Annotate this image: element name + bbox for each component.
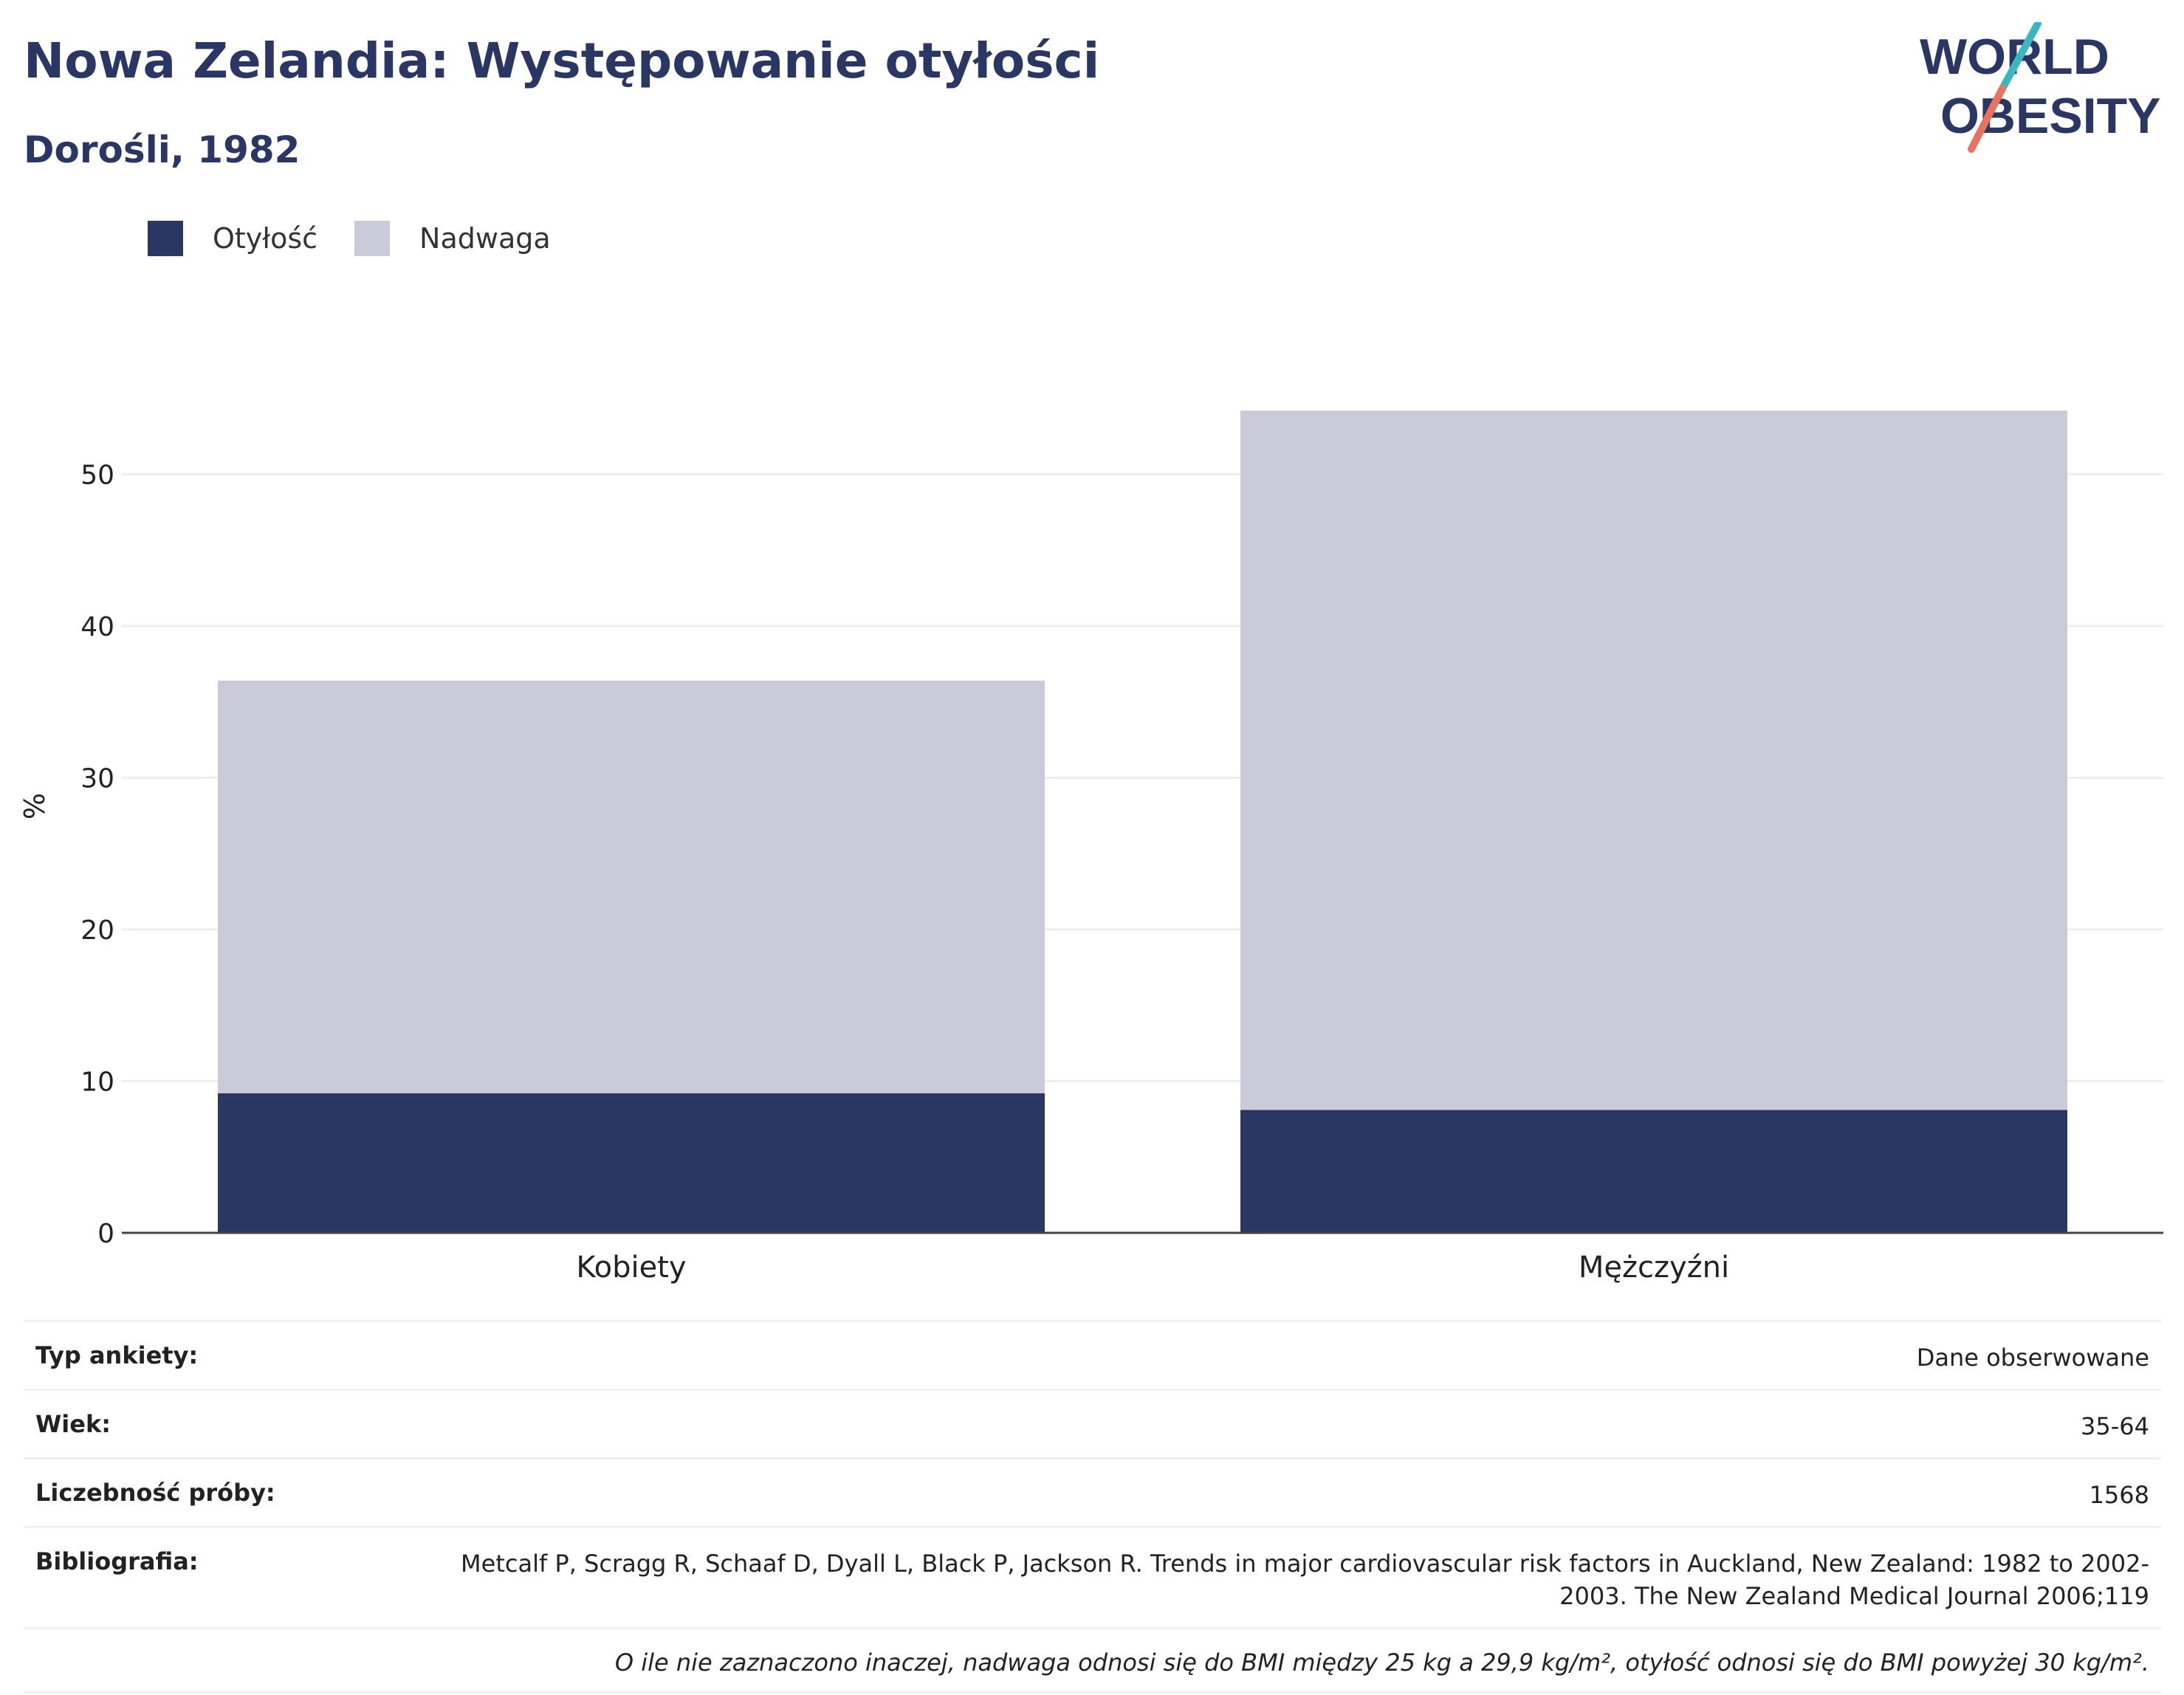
info-row-survey-type: Typ ankiety: Dane obserwowane [24, 1322, 2161, 1391]
legend-swatch-otylosc [148, 221, 183, 256]
legend-label-otylosc: Otyłość [213, 222, 318, 255]
legend-item-nadwaga[interactable]: Nadwaga [354, 221, 551, 256]
logo-slash-bottom [1968, 85, 2006, 153]
y-tick-label: 0 [97, 1219, 114, 1249]
legend-label-nadwaga: Nadwaga [419, 222, 551, 255]
info-key: Bibliografia: [35, 1547, 199, 1575]
info-table: Typ ankiety: Dane obserwowane Wiek: 35-6… [24, 1320, 2161, 1694]
y-tick-label: 30 [80, 764, 114, 794]
bar-nadwaga-0[interactable] [218, 680, 1045, 1093]
legend-item-otylosc[interactable]: Otyłość [148, 221, 317, 256]
y-tick-label: 50 [80, 461, 114, 491]
y-tick-label: 10 [80, 1067, 114, 1098]
x-category-label: Kobiety [576, 1251, 686, 1285]
legend-swatch-nadwaga [354, 221, 391, 256]
y-tick-labels: 0 10 20 30 40 50 [80, 461, 114, 1250]
y-tick-label: 40 [80, 612, 114, 642]
info-value: 1568 [2089, 1481, 2149, 1509]
bar-otyłość-1[interactable] [1240, 1110, 2067, 1233]
world-obesity-logo: WORLD OBESITY [1920, 22, 2161, 153]
bar-nadwaga-1[interactable] [1240, 410, 2067, 1110]
x-category-label: Mężczyźni [1579, 1251, 1729, 1285]
page-subtitle: Dorośli, 1982 [24, 128, 301, 171]
logo-line1: WORLD [1920, 29, 2109, 85]
x-category-labels: Kobiety Mężczyźni [576, 1251, 1729, 1285]
logo-slash-top [1999, 22, 2042, 92]
logo-line2: OBESITY [1940, 88, 2161, 144]
info-value: Metcalf P, Scragg R, Schaaf D, Dyall L, … [461, 1550, 2149, 1610]
definition-note: O ile nie zaznaczono inaczej, nadwaga od… [24, 1629, 2161, 1694]
y-tick-label: 20 [80, 915, 114, 946]
info-row-sample-size: Liczebność próby: 1568 [24, 1460, 2161, 1528]
page-title: Nowa Zelandia: Występowanie otyłości [24, 32, 1100, 89]
chart-legend: Otyłość Nadwaga [148, 220, 588, 257]
bars [218, 410, 2067, 1233]
y-axis-title: % [18, 793, 51, 819]
bar-otyłość-0[interactable] [218, 1093, 1045, 1233]
stacked-bar-chart: 0 10 20 30 40 50 Kobiety Mężczyźni % [18, 410, 2163, 1285]
info-key: Liczebność próby: [35, 1479, 275, 1507]
info-row-bibliography: Bibliografia: Metcalf P, Scragg R, Schaa… [24, 1528, 2161, 1629]
info-key: Wiek: [35, 1410, 111, 1438]
info-key: Typ ankiety: [35, 1341, 199, 1369]
info-row-age: Wiek: 35-64 [24, 1391, 2161, 1460]
info-value: Dane obserwowane [1916, 1344, 2149, 1372]
info-value: 35-64 [2081, 1412, 2149, 1440]
